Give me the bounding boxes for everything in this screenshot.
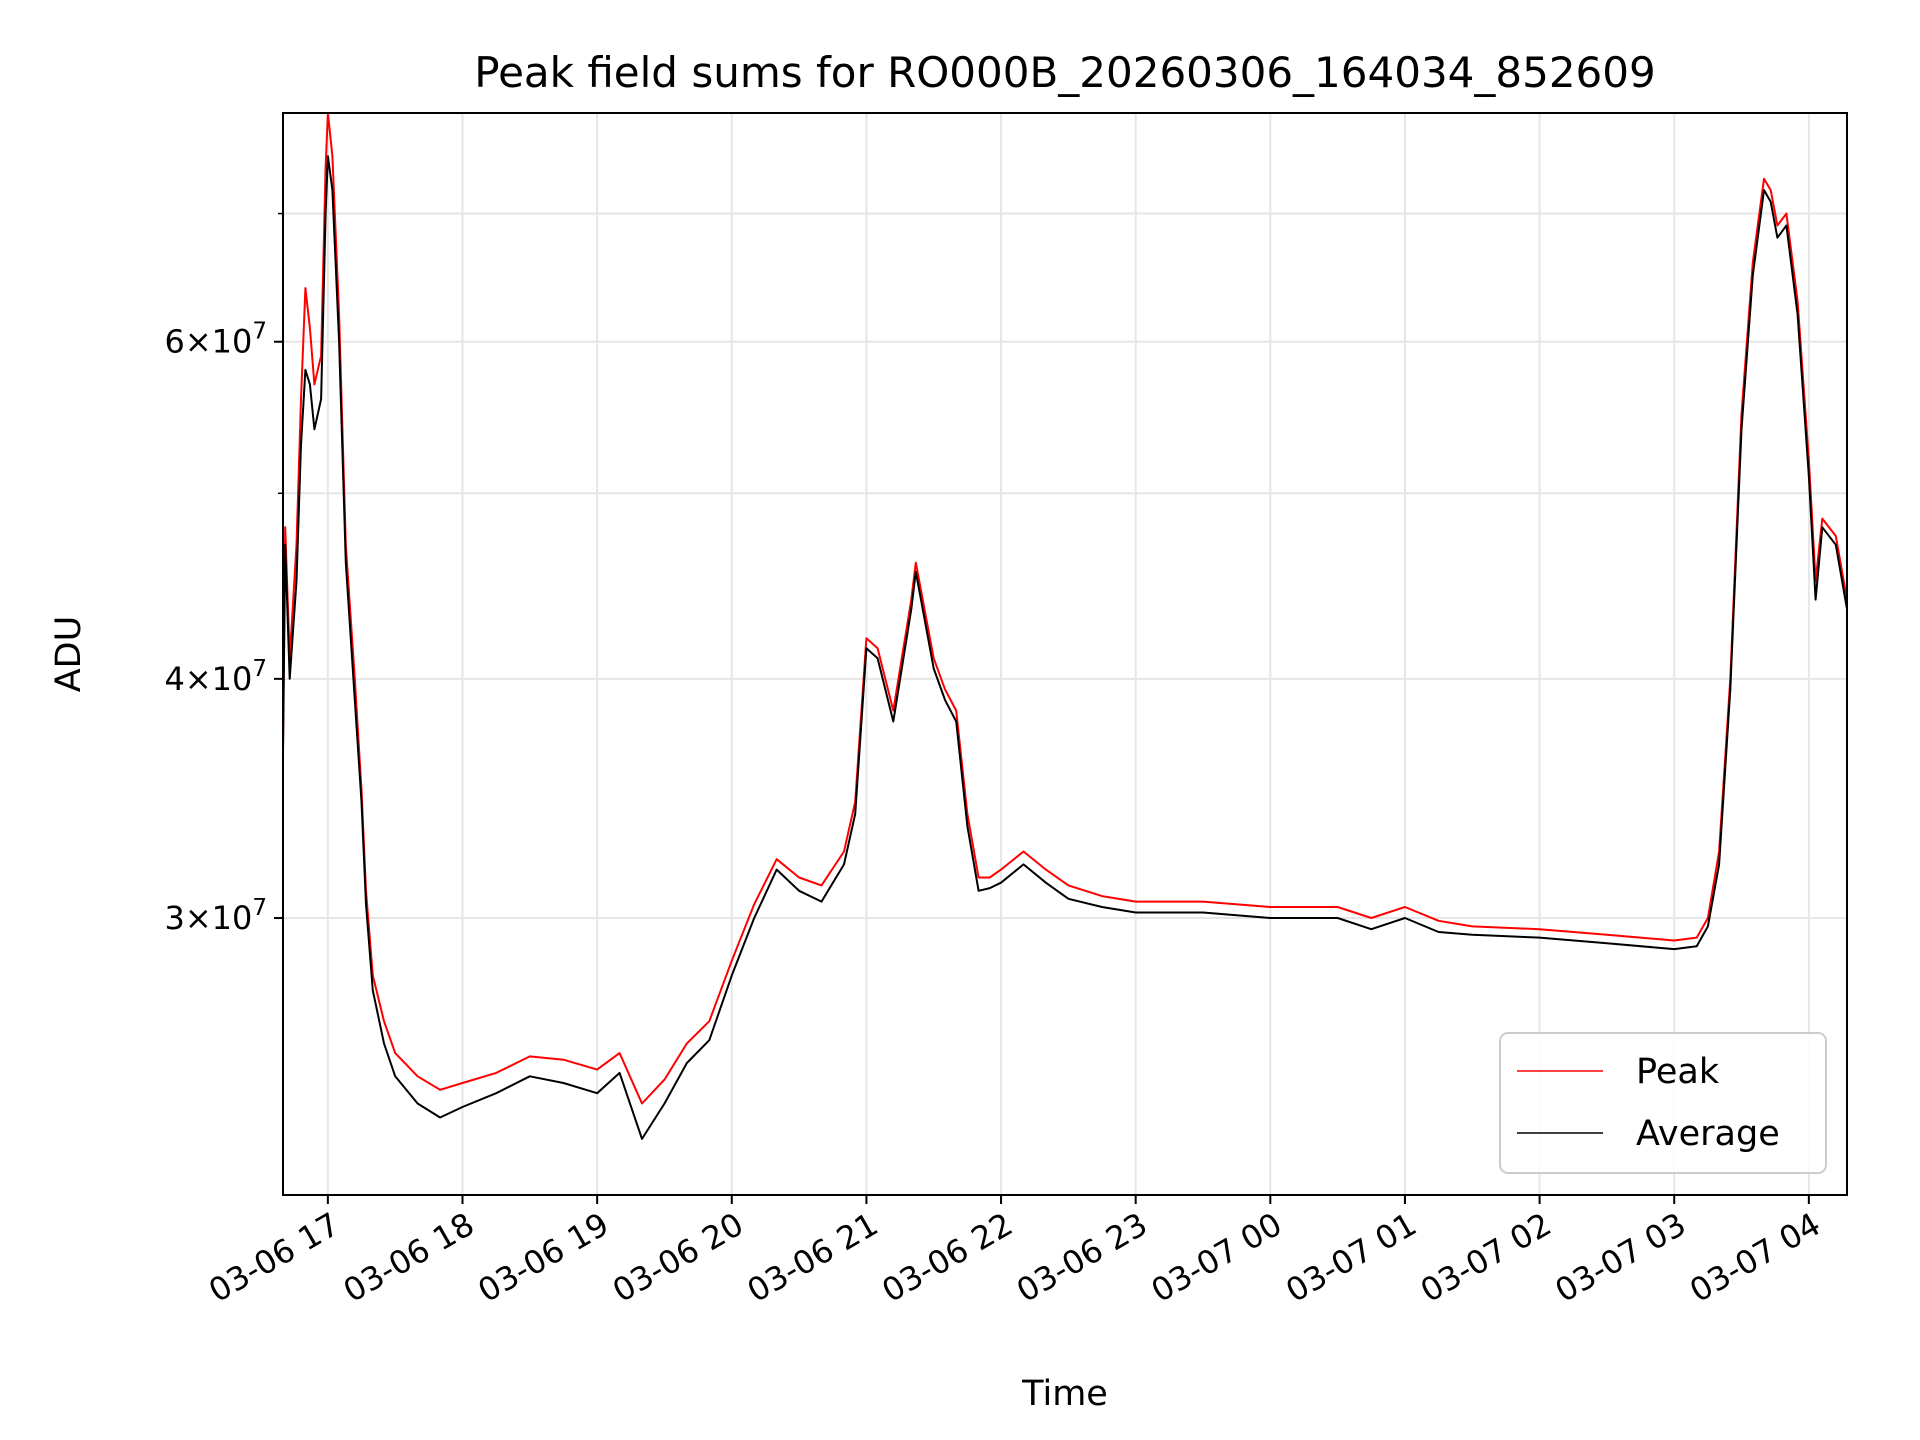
y-axis-label: ADU [49, 616, 89, 693]
x-axis-label: Time [1021, 1374, 1108, 1414]
y-tick-label: 4×107 [164, 656, 267, 698]
series-line-average [282, 155, 1848, 1140]
chart-title: Peak field sums for RO000B_20260306_1640… [474, 48, 1655, 97]
series-lines [282, 112, 1848, 1140]
legend: Peak Average [1499, 1032, 1827, 1174]
legend-label-average: Average [1636, 1114, 1780, 1154]
legend-label-peak: Peak [1636, 1052, 1720, 1092]
y-tick-label: 6×107 [164, 319, 267, 361]
series-line-peak [282, 112, 1848, 1105]
plot-frame [282, 112, 1848, 1196]
legend-box [1499, 1032, 1827, 1174]
grid-lines [283, 113, 1847, 1195]
y-tick-label: 3×107 [164, 895, 267, 937]
